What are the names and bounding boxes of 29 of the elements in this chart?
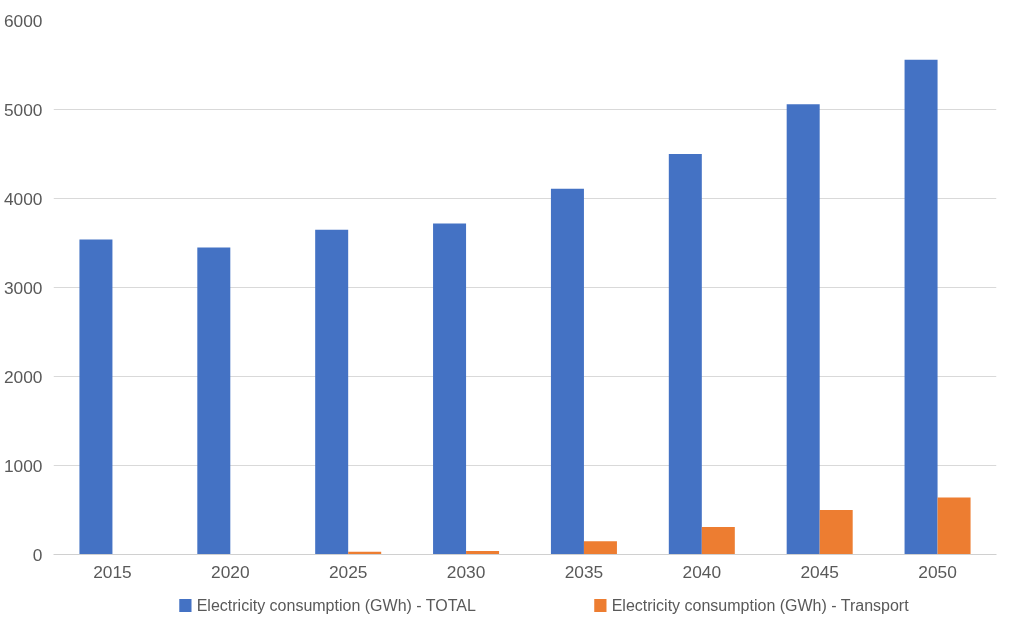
bar (197, 247, 231, 555)
y-tick-label: 1000 (3, 455, 43, 476)
bar (315, 229, 349, 555)
x-tick-label: 2040 (682, 561, 722, 582)
legend-label: Electricity consumption (GWh) - Transport (611, 597, 910, 614)
x-tick-label: 2015 (93, 561, 132, 582)
bar (583, 541, 617, 555)
bar (904, 59, 938, 555)
y-tick-label: 0 (32, 544, 43, 565)
x-tick-label: 2050 (918, 561, 957, 582)
bar (819, 510, 853, 555)
bar (550, 188, 584, 555)
bar (786, 104, 820, 555)
x-tick-label: 2025 (328, 561, 368, 582)
x-tick-label: 2030 (446, 561, 486, 582)
y-tick-label: 6000 (3, 10, 43, 31)
x-tick-label: 2045 (800, 561, 839, 582)
bar (433, 223, 467, 555)
x-tick-label: 2020 (211, 561, 250, 582)
y-tick-label: 3000 (3, 277, 43, 298)
legend-label: Electricity consumption (GWh) - TOTAL (196, 597, 476, 614)
bar (701, 526, 735, 555)
bar (937, 497, 971, 555)
bar (79, 239, 113, 555)
x-tick-label: 2035 (564, 561, 604, 582)
bar (668, 154, 702, 555)
y-tick-label: 2000 (3, 366, 43, 387)
y-tick-label: 4000 (3, 188, 43, 209)
y-tick-label: 5000 (3, 99, 43, 120)
